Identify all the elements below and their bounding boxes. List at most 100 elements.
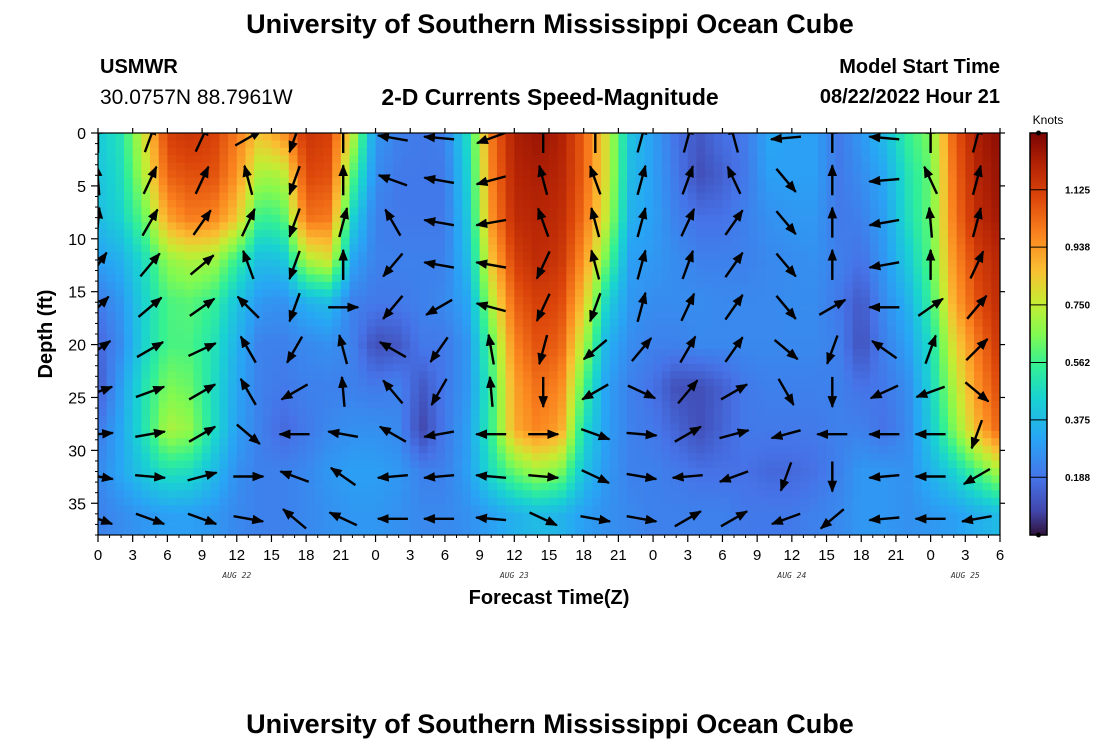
heatmap-cell	[800, 334, 810, 343]
heatmap-cell	[947, 453, 958, 462]
heatmap-cell	[479, 363, 489, 372]
heatmap-cell	[228, 185, 238, 194]
heatmap-cell	[887, 222, 897, 231]
heatmap-cell	[193, 237, 203, 246]
heatmap-cell	[956, 378, 966, 387]
heatmap-cell	[132, 304, 142, 313]
heatmap-cell	[670, 200, 680, 209]
heatmap-cell	[826, 341, 836, 350]
heatmap-cell	[887, 482, 897, 491]
heatmap-cell	[722, 296, 732, 305]
heatmap-cell	[349, 214, 359, 223]
heatmap-cell	[809, 304, 819, 313]
heatmap-cell	[141, 214, 151, 223]
heatmap-cell	[783, 460, 793, 469]
heatmap-cell	[956, 445, 966, 454]
heatmap-cell	[297, 348, 307, 357]
heatmap-cell	[800, 304, 810, 313]
heatmap-cell	[592, 423, 602, 432]
heatmap-cell	[583, 378, 593, 387]
heatmap-cell	[705, 207, 715, 216]
heatmap-cell	[236, 430, 247, 439]
heatmap-cell	[98, 445, 108, 454]
heatmap-cell	[653, 460, 663, 469]
heatmap-cell	[332, 475, 342, 484]
heatmap-cell	[176, 155, 186, 164]
heatmap-cell	[228, 281, 238, 290]
heatmap-cell	[410, 133, 420, 142]
heatmap-cell	[774, 438, 784, 447]
heatmap-cell	[462, 393, 472, 402]
heatmap-cell	[939, 229, 949, 238]
heatmap-cell	[436, 468, 446, 477]
heatmap-cell	[973, 267, 984, 276]
heatmap-cell	[800, 229, 810, 238]
heatmap-cell	[991, 415, 1000, 424]
heatmap-cell	[687, 177, 698, 186]
heatmap-cell	[254, 155, 264, 164]
heatmap-cell	[878, 296, 888, 305]
heatmap-cell	[982, 356, 992, 365]
heatmap-cell	[809, 348, 819, 357]
heatmap-cell	[280, 289, 290, 298]
heatmap-cell	[358, 430, 368, 439]
heatmap-cell	[713, 356, 724, 365]
heatmap-cell	[895, 423, 906, 432]
heatmap-cell	[384, 274, 394, 283]
heatmap-cell	[635, 438, 645, 447]
heatmap-cell	[843, 281, 854, 290]
heatmap-cell	[236, 237, 247, 246]
heatmap-cell	[765, 378, 776, 387]
heatmap-cell	[132, 296, 142, 305]
heatmap-cell	[496, 140, 507, 149]
heatmap-cell	[98, 393, 108, 402]
heatmap-cell	[644, 207, 654, 216]
heatmap-cell	[280, 371, 290, 380]
heatmap-cell	[323, 453, 333, 462]
heatmap-cell	[618, 155, 628, 164]
heatmap-cell	[653, 475, 663, 484]
heatmap-cell	[687, 222, 698, 231]
heatmap-cell	[245, 356, 255, 365]
heatmap-cell	[947, 222, 958, 231]
heatmap-cell	[748, 371, 758, 380]
heatmap-cell	[800, 475, 810, 484]
heatmap-cell	[852, 475, 862, 484]
heatmap-cell	[349, 289, 359, 298]
heatmap-cell	[687, 311, 698, 320]
heatmap-cell	[141, 281, 151, 290]
heatmap-cell	[418, 401, 429, 410]
heatmap-cell	[323, 140, 333, 149]
heatmap-cell	[783, 378, 793, 387]
heatmap-cell	[132, 200, 142, 209]
heatmap-cell	[176, 192, 186, 201]
heatmap-cell	[141, 170, 151, 179]
heatmap-cell	[488, 237, 498, 246]
heatmap-cell	[913, 252, 923, 261]
heatmap-cell	[687, 371, 698, 380]
heatmap-cell	[392, 334, 403, 343]
heatmap-cell	[930, 475, 940, 484]
heatmap-cell	[193, 267, 203, 276]
heatmap-cell	[340, 281, 351, 290]
heatmap-cell	[947, 386, 958, 395]
heatmap-cell	[982, 371, 992, 380]
heatmap-cell	[540, 252, 550, 261]
heatmap-cell	[566, 133, 576, 142]
heatmap-cell	[566, 393, 576, 402]
heatmap-cell	[236, 348, 247, 357]
heatmap-cell	[401, 415, 411, 424]
heatmap-cell	[184, 460, 194, 469]
heatmap-cell	[895, 214, 906, 223]
heatmap-cell	[479, 438, 489, 447]
heatmap-cell	[453, 147, 463, 156]
heatmap-cell	[748, 259, 758, 268]
heatmap-cell	[583, 453, 593, 462]
heatmap-cell	[349, 363, 359, 372]
heatmap-cell	[219, 401, 229, 410]
heatmap-cell	[973, 281, 984, 290]
heatmap-cell	[757, 170, 767, 179]
heatmap-cell	[947, 267, 958, 276]
heatmap-cell	[384, 170, 394, 179]
heatmap-cell	[757, 460, 767, 469]
